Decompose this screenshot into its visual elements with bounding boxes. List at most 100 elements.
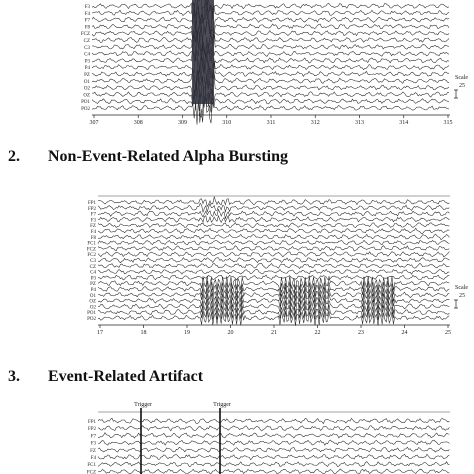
channel-label: F4: [91, 456, 97, 461]
eeg-trace: [97, 292, 450, 309]
eeg-trace: [97, 446, 450, 453]
channel-label: CZ: [90, 265, 96, 270]
channel-label: O1: [90, 294, 97, 299]
channel-label: P4: [91, 288, 97, 293]
x-tick-label: 308: [134, 120, 143, 126]
channel-label: PO2: [87, 317, 96, 322]
scale-value: 25: [459, 293, 465, 299]
channel-label: PZ: [90, 282, 96, 287]
scale-label: Scale: [455, 285, 468, 291]
channel-label: FC2: [87, 253, 96, 258]
x-tick-label: 314: [399, 120, 408, 126]
x-tick-label: 309: [178, 120, 187, 126]
scale-bar: [454, 299, 458, 309]
eeg-trace: [97, 281, 450, 297]
channel-label: FP1: [88, 201, 97, 206]
x-tick-label: 22: [315, 330, 321, 336]
channel-label: FC1: [87, 463, 96, 468]
x-tick-label: 312: [311, 120, 320, 126]
channel-label: C3: [90, 259, 96, 264]
channel-label: PO1: [87, 311, 96, 316]
x-tick-label: 18: [141, 330, 147, 336]
eeg-trace: [91, 0, 450, 24]
channel-label: F3: [91, 442, 97, 447]
x-tick-label: 311: [267, 120, 276, 126]
eeg-trace: [91, 71, 450, 100]
eeg-trace: [97, 453, 450, 461]
eeg-trace: [97, 309, 450, 326]
eeg-trace: [91, 66, 450, 96]
channel-label: F8: [91, 236, 97, 241]
eeg-trace: [91, 51, 450, 81]
channel-label: FCZ: [81, 32, 90, 37]
eeg-trace: [91, 29, 450, 62]
channel-label: P3: [85, 59, 91, 64]
x-tick-label: 24: [402, 330, 408, 336]
eeg-trace: [91, 0, 450, 26]
eeg-trace: [97, 298, 450, 315]
channel-label: F3: [91, 218, 97, 223]
eeg-trace: [97, 274, 450, 281]
section-2-number: 2.: [8, 148, 20, 165]
eeg-trace: [97, 468, 450, 474]
eeg-trace: [97, 432, 450, 439]
eeg-trace: [91, 11, 450, 42]
x-tick-label: 20: [228, 330, 234, 336]
eeg-trace: [97, 214, 450, 224]
x-tick-label: 23: [358, 330, 364, 336]
eeg-trace: [97, 227, 450, 234]
channel-label: FCZ: [87, 470, 96, 474]
channel-label: PO2: [81, 107, 90, 112]
section-3-number: 3.: [8, 368, 20, 385]
eeg-trace: [97, 202, 450, 214]
channel-label: CZ: [84, 39, 90, 44]
eeg-trace: [91, 78, 450, 111]
channel-label: F3: [85, 5, 91, 10]
eeg-trace: [97, 425, 450, 432]
channel-label: P4: [85, 66, 91, 71]
x-tick-label: 21: [271, 330, 277, 336]
channel-label: PO1: [81, 100, 90, 105]
eeg-trace: [97, 233, 450, 240]
eeg-trace: [97, 208, 450, 220]
x-tick-label: 307: [90, 120, 99, 126]
eeg-trace: [97, 439, 450, 446]
channel-label: FP2: [88, 427, 97, 432]
artifact-burst: [192, 0, 214, 104]
section-3-title: Event-Related Artifact: [48, 368, 204, 385]
x-tick-label: 315: [444, 120, 453, 126]
channel-label: PZ: [84, 73, 90, 78]
channel-label: FZ: [90, 224, 96, 229]
eeg-trace: [97, 257, 450, 264]
x-tick-label: 25: [445, 330, 451, 336]
channel-label: O1: [84, 80, 91, 85]
eeg-trace: [98, 286, 450, 303]
section-3-heading: 3. Event-Related Artifact: [8, 368, 203, 386]
eeg-trace: [97, 245, 450, 252]
scale-label: Scale: [455, 75, 468, 81]
trigger-label: Trigger: [213, 402, 231, 408]
channel-label: FP2: [88, 207, 97, 212]
channel-label: F4: [85, 12, 91, 17]
trigger-label: Trigger: [134, 402, 152, 408]
eeg-trace: [91, 57, 450, 89]
eeg-trace: [91, 85, 450, 118]
eeg-trace: [92, 44, 450, 73]
eeg-trace: [91, 3, 450, 35]
scale-bar: [454, 89, 458, 99]
eeg-trace: [91, 91, 450, 125]
channel-label: FC1: [87, 242, 96, 247]
eeg-trace: [97, 239, 450, 246]
section-2-heading: 2. Non-Event-Related Alpha Bursting: [8, 148, 288, 166]
channel-label: O2: [90, 305, 97, 310]
eeg-trace: [97, 222, 450, 228]
eeg-trace: [97, 262, 450, 269]
eeg-trace: [97, 251, 450, 258]
channel-label: O2: [84, 87, 91, 92]
channel-label: OZ: [83, 93, 90, 98]
eeg-trace: [97, 275, 450, 291]
eeg-trace: [97, 417, 450, 425]
eeg-trace: [97, 268, 450, 275]
channel-label: F8: [85, 25, 91, 30]
